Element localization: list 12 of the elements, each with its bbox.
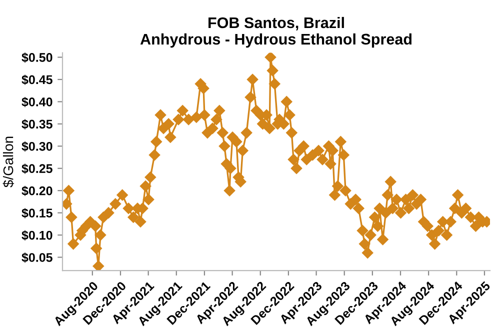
- y-tick-label: $0.35: [22, 119, 52, 130]
- y-tick-label: $0.30: [22, 141, 52, 152]
- y-tick-label: $0.25: [22, 164, 52, 174]
- y-tick-label: $0.40: [22, 96, 52, 108]
- y-axis-title: $/Gallon: [2, 136, 14, 188]
- y-tick-label: $0.20: [22, 186, 52, 196]
- y-tick-label: $0.10: [22, 230, 52, 240]
- y-tick-label: $0.15: [22, 208, 52, 218]
- y-tick-label: $0.05: [22, 252, 52, 263]
- chart-title: FOB Santos, Brazil Anhydrous - Hydrous Ethanol Spread: [140, 16, 412, 48]
- y-tick-label: $0.50: [22, 52, 52, 63]
- y-tick-label: $0.45: [22, 74, 52, 85]
